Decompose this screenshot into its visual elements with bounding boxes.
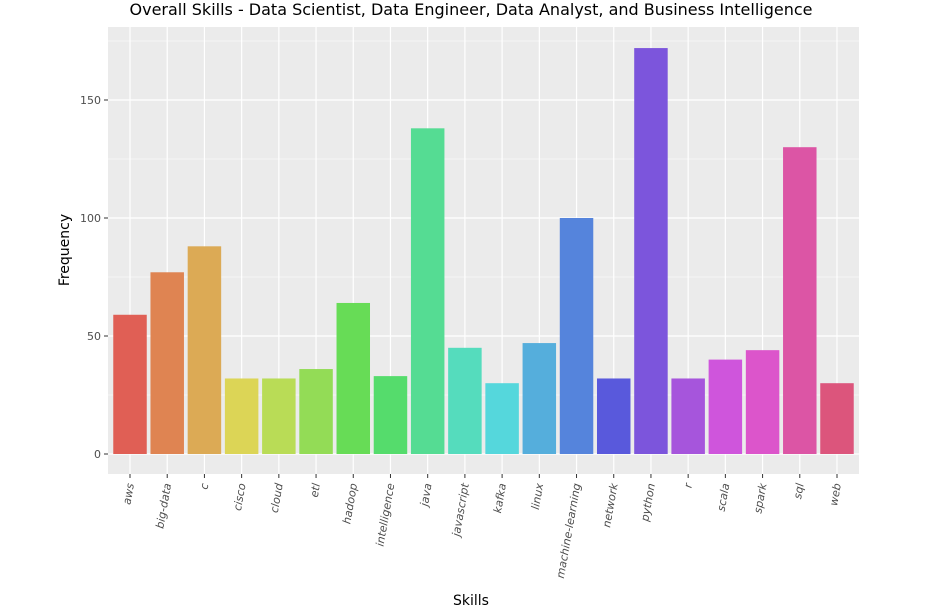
x-tick-label-machine-learning: machine-learning xyxy=(554,482,584,579)
bar-python xyxy=(634,48,668,454)
bar-hadoop xyxy=(336,302,371,454)
x-tick-label-web: web xyxy=(827,482,844,507)
bar-scala xyxy=(708,359,743,454)
bar-aws xyxy=(113,314,147,454)
y-tick-label: 150 xyxy=(80,94,101,107)
bar-kafka xyxy=(485,383,519,454)
x-tick-label-scala: scala xyxy=(715,482,733,512)
chart-title: Overall Skills - Data Scientist, Data En… xyxy=(130,0,813,19)
x-tick-label-intelligence: intelligence xyxy=(374,482,398,547)
bar-cloud xyxy=(262,378,296,454)
x-tick-label-cloud: cloud xyxy=(268,481,286,514)
x-tick-label-cisco: cisco xyxy=(231,482,249,512)
x-tick-label-spark: spark xyxy=(751,482,769,515)
x-axis: aws big-data c cisco cloud etl hadoop intellige… xyxy=(120,474,844,579)
x-tick-label-linux: linux xyxy=(529,482,547,511)
y-axis-title: Frequency xyxy=(57,214,73,286)
bar-javascript xyxy=(448,347,482,454)
y-axis: 0 50 100 150 xyxy=(80,94,108,461)
y-tick-label: 0 xyxy=(94,448,101,461)
x-tick-label-javascript: javascript xyxy=(449,482,472,540)
x-tick-label-hadoop: hadoop xyxy=(340,482,360,525)
bar-spark xyxy=(745,350,780,454)
bar-intelligence xyxy=(373,376,408,454)
x-tick-label-sql: sql xyxy=(791,482,807,500)
y-tick-label: 50 xyxy=(87,330,101,343)
bar-r xyxy=(671,378,705,454)
bars xyxy=(113,48,854,454)
x-tick-label-java: java xyxy=(417,482,434,509)
bar-big-data xyxy=(150,272,184,454)
x-axis-title: Skills xyxy=(453,593,489,609)
x-tick-label-big-data: big-data xyxy=(153,482,174,530)
bar-java xyxy=(410,128,445,454)
bar-web xyxy=(820,383,854,454)
x-tick-label-r: r xyxy=(682,481,696,489)
bar-network xyxy=(596,378,631,454)
x-tick-label-etl: etl xyxy=(308,482,323,498)
x-tick-label-kafka: kafka xyxy=(491,482,509,514)
bar-machine-learning xyxy=(559,218,594,454)
x-tick-label-network: network xyxy=(600,482,621,529)
x-tick-label-aws: aws xyxy=(120,482,137,506)
y-tick-label: 100 xyxy=(80,212,101,225)
bar-cisco xyxy=(224,378,259,454)
bar-etl xyxy=(299,369,333,454)
bar-linux xyxy=(522,343,557,454)
bar-sql xyxy=(783,147,817,454)
x-tick-label-c: c xyxy=(198,482,212,490)
bar-c xyxy=(187,246,222,454)
x-tick-label-python: python xyxy=(638,482,658,523)
